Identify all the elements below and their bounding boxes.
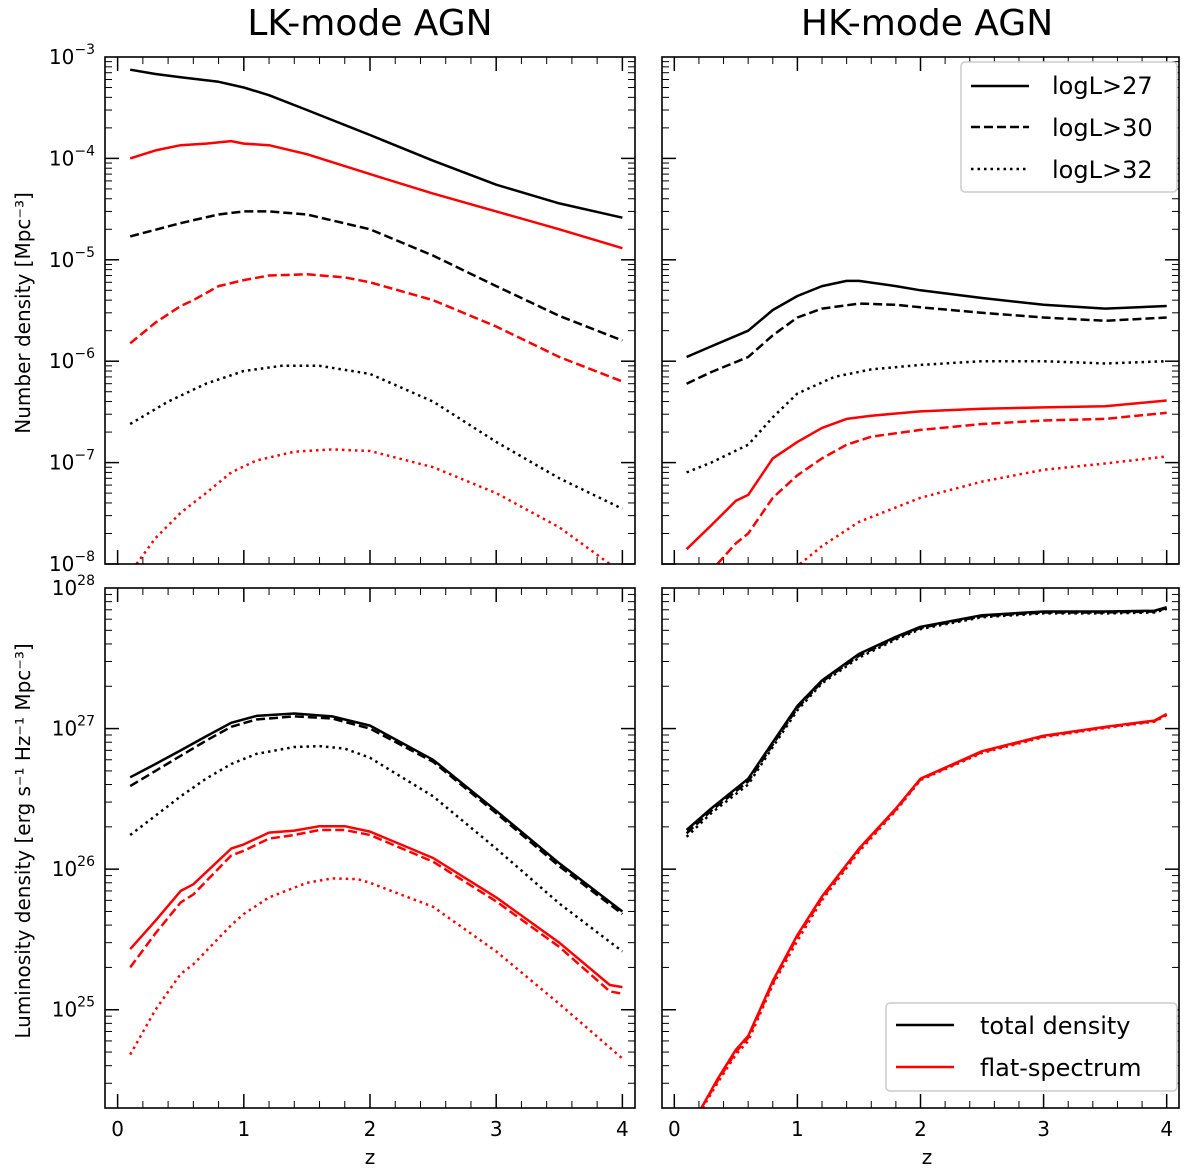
series-line-flat-dashed [700,713,1168,1108]
legend-frame [960,61,1178,193]
ylabel-number-density: Number density [Mpc⁻³] [11,192,35,434]
column-title-hk: HK-mode AGN [801,3,1053,44]
xtick-label: 4 [1160,1117,1173,1141]
xtick-label: 0 [668,1117,681,1141]
xlabel-right: z [922,1145,933,1169]
axes-frame [104,56,636,565]
legend-label-logl32: logL>32 [1052,156,1153,184]
series-line-total-solid [686,279,1167,359]
series-line-flat-dotted [701,713,1168,1108]
legend-line-styles: logL>27 logL>30 logL>32 [960,61,1178,193]
panel-top-right [661,56,1180,565]
xtick-label: 2 [364,1117,377,1141]
ytick-label: 1028 [52,573,95,600]
legend-label-flat: flat-spectrum [980,1054,1141,1082]
series-line-total-solid [685,605,1168,831]
ytick-label: 10−6 [49,346,95,373]
ticks-bottom-left [105,588,635,1109]
series-line-total-dotted [686,359,1167,474]
panels: 10−310−410−510−610−710−80 1 2 3 410281027102… [49,42,1180,1141]
series-line-total-solid [129,68,623,219]
series-line-flat-dotted [135,448,611,564]
series-line-flat-dashed [716,411,1167,564]
ytick-label: 10−3 [49,42,95,69]
xtick-label: 3 [1037,1117,1050,1141]
xtick-label: 1 [791,1117,804,1141]
series-top-right [685,279,1167,564]
ytick-label: 10−5 [49,245,95,272]
series-line-flat-solid [129,824,623,989]
xtick-label: 0 [111,1117,124,1141]
panel-top-left: 10−3 10−4 10−5 10−6 10−7 10−8 [49,42,636,576]
series-line-total-dotted [685,607,1168,838]
series-bottom-right [685,605,1168,1108]
panel-bottom-left: 0 1 2 3 4 1028 1027 1026 1025 [52,573,636,1141]
xtick-label: 1 [237,1117,250,1141]
series-top-left [129,68,623,564]
series-line-total-dotted [129,364,623,510]
panel-bottom-right: 0 1 2 3 4 [661,587,1180,1141]
xtick-label: 4 [616,1117,629,1141]
legend-colors: total density flat-spectrum [885,1002,1178,1092]
series-line-flat-solid [685,399,1167,551]
series-line-total-dotted [129,744,624,953]
series-line-flat-dotted [799,455,1167,564]
series-line-flat-dotted [129,877,624,1060]
axes-frame [104,587,636,1109]
xtick-label: 2 [914,1117,927,1141]
ytick-label: 10−8 [49,549,95,576]
series-line-total-dashed [129,210,623,342]
series-bottom-left [129,712,624,1060]
ytick-label: 1027 [52,714,95,741]
ytick-label: 10−7 [49,448,95,475]
series-line-total-dashed [685,606,1168,835]
legend-label-logl30: logL>30 [1052,114,1153,142]
series-line-total-dashed [686,302,1167,385]
legend-label-logl27: logL>27 [1052,72,1153,100]
axes-frame [661,587,1180,1109]
xlabel-left: z [365,1145,376,1169]
ytick-label: 1025 [52,995,95,1022]
axes-frame [661,56,1180,565]
xtick-label: 3 [490,1117,503,1141]
column-title-lk: LK-mode AGN [247,3,492,44]
ticks-top-left [105,57,635,565]
ytick-label: 1026 [52,854,95,881]
ytick-label: 10−4 [49,143,95,170]
legend-label-total: total density [980,1012,1131,1040]
series-line-total-solid [129,712,624,913]
series-line-flat-dashed [129,273,623,383]
series-line-total-dashed [129,715,624,915]
ylabel-luminosity-density: Luminosity density [erg s⁻¹ Hz⁻¹ Mpc⁻³] [11,643,35,1038]
series-line-flat-solid [129,139,623,250]
legend-frame-colors [885,1002,1178,1092]
